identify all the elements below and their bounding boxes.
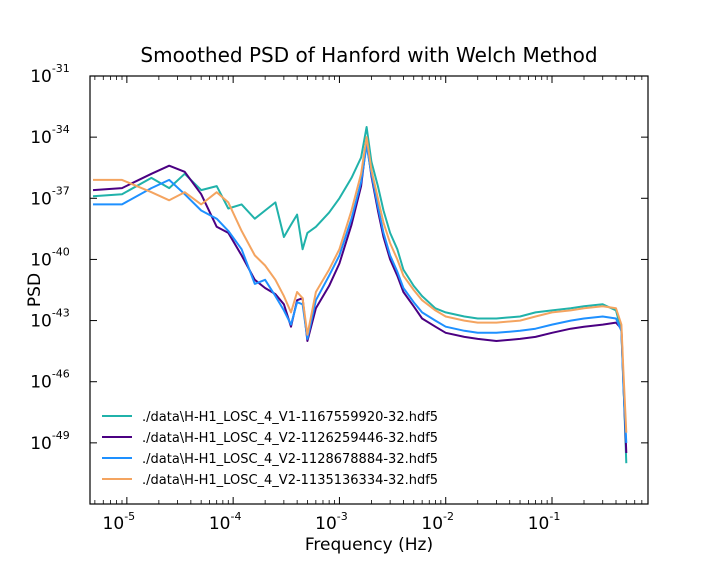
legend-label: ./data\H-H1_LOSC_4_V2-1126259446-32.hdf5 [142, 431, 438, 446]
chart-title: Smoothed PSD of Hanford with Welch Metho… [140, 43, 597, 67]
plot-frame [89, 75, 649, 505]
x-tick-label: 10-1 [528, 510, 561, 534]
x-axis-ticks: 10-5 10-4 10-3 10-2 10-1 [94, 76, 649, 534]
x-tick-label: 10-3 [315, 510, 348, 534]
y-axis-ticks: 10-31 10-34 10-37 10-40 10-43 10-46 10-49 [30, 62, 648, 454]
legend: ./data\H-H1_LOSC_4_V1-1167559920-32.hdf5… [102, 410, 438, 488]
x-tick-label: 10-5 [103, 510, 136, 534]
series-line-4 [93, 136, 628, 433]
legend-label: ./data\H-H1_LOSC_4_V2-1135136334-32.hdf5 [142, 473, 438, 488]
legend-label: ./data\H-H1_LOSC_4_V1-1167559920-32.hdf5 [142, 410, 438, 425]
y-axis-label: PSD [25, 273, 45, 307]
x-tick-label: 10-4 [209, 510, 242, 534]
legend-label: ./data\H-H1_LOSC_4_V2-1128678884-32.hdf5 [142, 452, 438, 467]
y-tick-label: 10-34 [30, 123, 70, 148]
x-tick-label: 10-2 [421, 510, 454, 534]
plot-lines [92, 126, 628, 464]
y-tick-label: 10-31 [30, 62, 70, 87]
y-tick-label: 10-40 [30, 245, 70, 270]
y-tick-label: 10-49 [30, 429, 70, 454]
series-line-1 [92, 126, 628, 464]
x-axis-label: Frequency (Hz) [305, 535, 433, 555]
y-tick-label: 10-46 [30, 368, 70, 393]
y-tick-label: 10-43 [30, 307, 70, 332]
y-tick-label: 10-37 [30, 184, 70, 209]
